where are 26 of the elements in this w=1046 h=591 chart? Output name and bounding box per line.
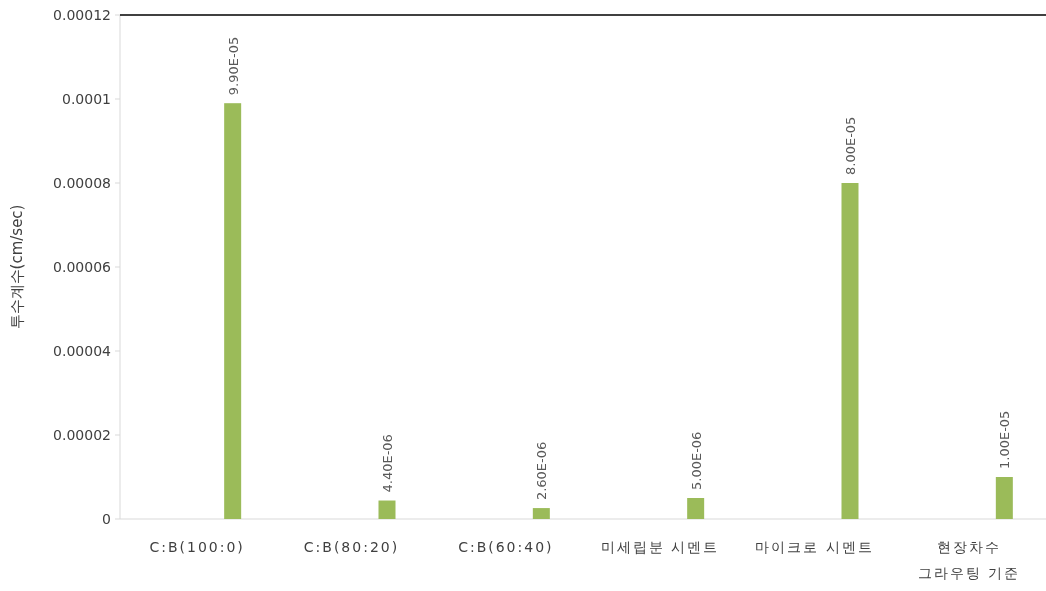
- bar: [532, 508, 550, 519]
- y-tick-label: 0.00006: [53, 259, 112, 275]
- bar: [995, 477, 1013, 519]
- x-tick-label: C:B(60:40): [458, 539, 554, 555]
- x-tick-label: C:B(100:0): [149, 539, 245, 555]
- y-tick-label: 0.00012: [53, 7, 111, 23]
- data-label: 1.00E-05: [997, 410, 1013, 469]
- bar: [224, 103, 242, 519]
- y-tick-label: 0.00004: [53, 343, 112, 359]
- y-tick-label: 0.00008: [53, 175, 111, 191]
- data-label: 2.60E-06: [534, 441, 550, 501]
- data-label: 5.00E-06: [688, 431, 704, 490]
- data-label: 4.40E-06: [380, 434, 395, 493]
- y-tick-label: 0: [102, 511, 111, 527]
- x-tick-label: 현장차수 그라우팅 기준: [917, 539, 1021, 581]
- y-tick-label: 0.00002: [53, 427, 111, 443]
- y-axis-title: 투수계수(cm/sec): [8, 204, 26, 330]
- data-label: 9.90E-05: [225, 36, 241, 96]
- bar: [378, 500, 396, 519]
- y-tick-label: 0.0001: [62, 91, 111, 107]
- x-tick-label: C:B(80:20): [303, 539, 400, 555]
- x-tick-label: 마이크로 시멘트: [755, 539, 874, 555]
- data-label: 8.00E-05: [843, 116, 858, 175]
- bar: [841, 183, 859, 519]
- x-tick-label: 미세립분 시멘트: [600, 539, 720, 555]
- bar: [687, 498, 705, 519]
